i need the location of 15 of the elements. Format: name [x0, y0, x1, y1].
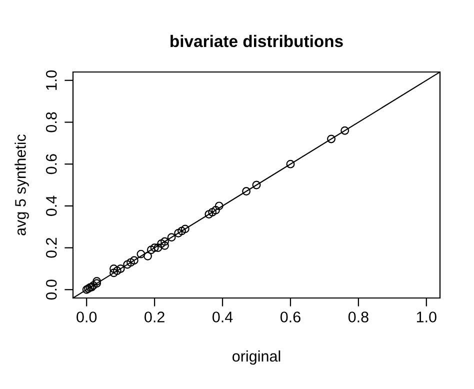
y-tick-label: 0.0 — [46, 280, 57, 300]
y-tick-label: 0.6 — [46, 154, 57, 174]
x-tick-label: 1.0 — [416, 312, 436, 322]
x-axis-title: original — [232, 350, 280, 365]
x-tick-label: 0.8 — [348, 312, 368, 322]
y-tick-label: 0.2 — [46, 238, 57, 258]
x-tick-label: 0.0 — [76, 312, 97, 322]
y-tick-label: 0.4 — [46, 196, 57, 216]
x-tick-label: 0.4 — [212, 312, 233, 322]
y-tick-label: 1.0 — [46, 70, 57, 90]
chart-title: bivariate distributions — [170, 34, 343, 48]
y-tick-label: 0.8 — [46, 112, 57, 132]
x-tick-label: 0.6 — [280, 312, 300, 322]
x-tick-label: 0.2 — [144, 312, 164, 322]
y-axis-title: avg 5 synthetic — [14, 134, 29, 236]
